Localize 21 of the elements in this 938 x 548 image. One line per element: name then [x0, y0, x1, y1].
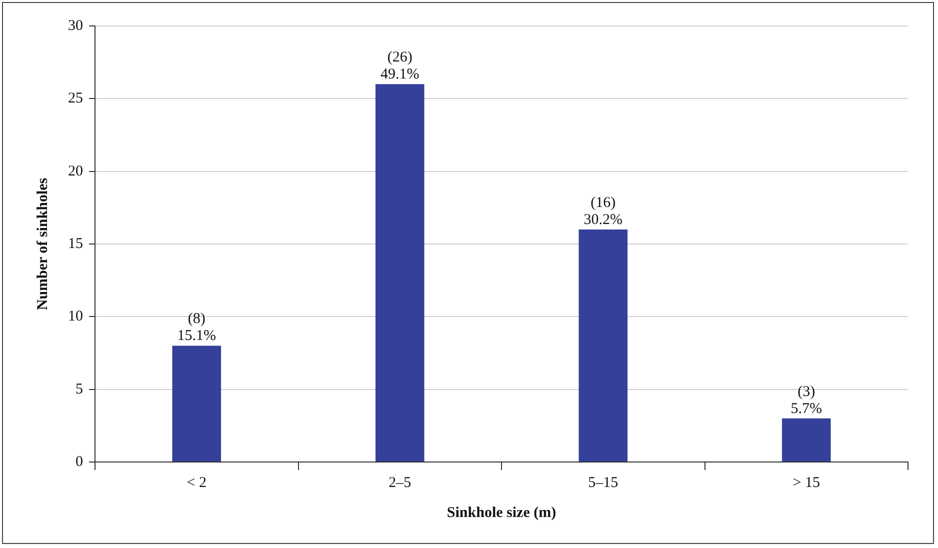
- data-label: (26) 49.1%: [380, 50, 420, 83]
- y-tick-label: 30: [68, 18, 83, 34]
- data-label: (8) 15.1%: [177, 311, 216, 344]
- x-tick-label: 5–15: [588, 474, 618, 491]
- data-label: (16) 30.2%: [584, 194, 622, 228]
- y-tick-label: 25: [68, 90, 83, 107]
- data-label: (3) 5.7%: [790, 384, 822, 417]
- y-tick-label: 10: [68, 308, 83, 325]
- y-tick-label: 15: [68, 236, 83, 252]
- y-tick-label: 20: [68, 163, 83, 180]
- x-tick-label: > 15: [792, 474, 820, 491]
- bar: [375, 84, 424, 462]
- x-tick-label: < 2: [186, 474, 206, 491]
- y-tick-label: 5: [76, 381, 83, 398]
- x-axis-title: Sinkhole size (m): [446, 504, 556, 521]
- y-axis-title: Number of sinkholes: [34, 178, 51, 310]
- bar: [782, 418, 831, 462]
- bar: [578, 229, 628, 462]
- y-tick-label: 0: [76, 454, 83, 470]
- x-tick-label: 2–5: [388, 474, 412, 491]
- bar: [172, 346, 222, 462]
